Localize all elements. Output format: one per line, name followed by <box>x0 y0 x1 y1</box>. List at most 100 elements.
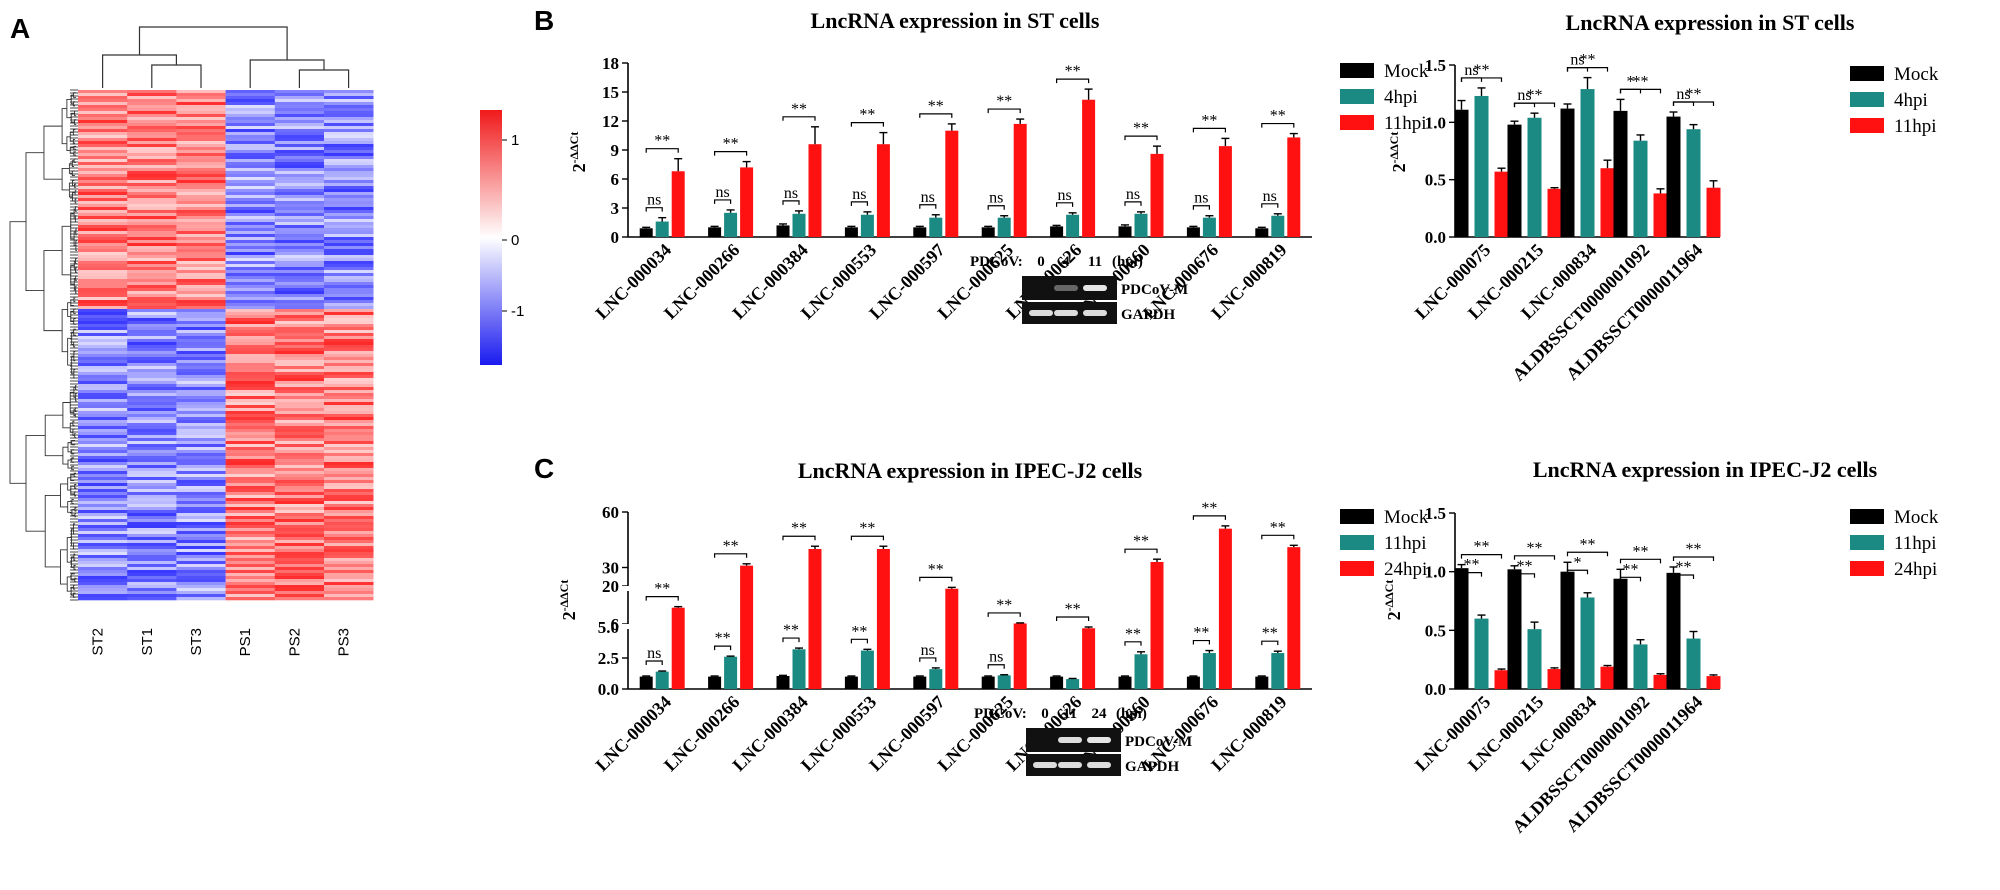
heatmap-cell <box>176 264 226 268</box>
gel-band-label: PDCoV-M <box>1121 282 1188 298</box>
heatmap-cell <box>176 465 226 469</box>
heatmap-cell <box>78 558 128 562</box>
significance-bracket <box>645 660 663 666</box>
heatmap-cell <box>274 360 325 364</box>
heatmap-cell <box>78 336 128 340</box>
heatmap-cell <box>78 594 128 598</box>
heatmap-cell <box>324 432 374 436</box>
heatmap-cell <box>324 561 374 565</box>
bar-mock <box>1186 676 1200 689</box>
heatmap-cell <box>274 564 325 568</box>
heatmap-cell <box>127 504 177 508</box>
bar-24hpi <box>1494 670 1509 689</box>
heatmap-cell <box>274 393 325 397</box>
heatmap-cell <box>78 267 128 271</box>
heatmap-cell <box>324 261 374 265</box>
significance-label: ns <box>852 186 866 203</box>
significance-bracket <box>1192 127 1226 133</box>
legend-label: 4hpi <box>1384 87 1418 108</box>
heatmap-cell <box>324 462 374 466</box>
heatmap-cell <box>274 579 325 583</box>
y-tick-label: 0.5 <box>1425 621 1446 640</box>
heatmap-cell <box>225 591 276 595</box>
heatmap-cell <box>78 123 128 127</box>
heatmap-cell <box>127 534 177 538</box>
heatmap-cell <box>274 96 325 100</box>
significance-bracket <box>919 204 937 209</box>
heatmap-cell <box>274 141 325 145</box>
heatmap-cell <box>78 297 128 301</box>
heatmap-cell <box>324 387 374 391</box>
y-tick-label: 12 <box>602 112 619 131</box>
heatmap-cell <box>274 117 325 121</box>
heatmap-cell <box>324 486 374 490</box>
heatmap-cell <box>274 315 325 319</box>
heatmap-cell <box>324 156 374 160</box>
heatmap-cell <box>225 531 276 535</box>
bar-24hpi <box>945 588 959 689</box>
heatmap-cell <box>274 132 325 136</box>
heatmap-cell <box>324 429 374 433</box>
heatmap-cell <box>176 144 226 148</box>
heatmap-cell <box>78 447 128 451</box>
heatmap-cell <box>176 318 226 322</box>
heatmap-cell <box>78 198 128 202</box>
bar-mock <box>708 227 722 237</box>
heatmap-cell <box>225 456 276 460</box>
heatmap-cell <box>225 522 276 526</box>
heatmap-cell <box>225 363 276 367</box>
heatmap-cell <box>176 300 226 304</box>
significance-label: ns <box>647 645 661 662</box>
heatmap-cell <box>225 156 276 160</box>
bar-11hpi <box>997 675 1011 689</box>
heatmap-cell <box>127 219 177 223</box>
heatmap-cell <box>225 234 276 238</box>
heatmap-cell <box>176 240 226 244</box>
dendrogram-branch <box>43 250 63 332</box>
heatmap-cell <box>78 165 128 169</box>
heatmap-cell <box>127 405 177 409</box>
heatmap-cell <box>176 288 226 292</box>
heatmap-cell <box>324 342 374 346</box>
heatmap-cell <box>324 171 374 175</box>
dendrogram-branch <box>73 328 76 336</box>
heatmap-cell <box>324 348 374 352</box>
heatmap-cell <box>127 567 177 571</box>
heatmap-cell <box>324 321 374 325</box>
bar-mock <box>1050 676 1064 689</box>
heatmap-cell <box>324 231 374 235</box>
heatmap-cell <box>274 297 325 301</box>
heatmap-cell <box>324 537 374 541</box>
heatmap-cell <box>78 105 128 109</box>
heatmap-cell <box>225 189 276 193</box>
heatmap-cell <box>274 330 325 334</box>
heatmap-cell <box>176 525 226 529</box>
heatmap-cell <box>225 291 276 295</box>
heatmap-cell <box>324 141 374 145</box>
heatmap-cell <box>176 213 226 217</box>
heatmap-cell <box>324 438 374 442</box>
heatmap-cell <box>225 414 276 418</box>
heatmap-cell <box>274 441 325 445</box>
heatmap-cell <box>176 507 226 511</box>
heatmap-cell <box>274 111 325 115</box>
heatmap-cell <box>324 213 374 217</box>
heatmap-cell <box>225 354 276 358</box>
heatmap-cell <box>78 537 128 541</box>
heatmap-cell <box>127 135 177 139</box>
gel-band <box>1054 310 1078 316</box>
heatmap-cell <box>176 576 226 580</box>
heatmap-cell <box>78 174 128 178</box>
heatmap-cell <box>225 438 276 442</box>
heatmap-cell <box>78 420 128 424</box>
heatmap-cell <box>324 504 374 508</box>
heatmap-cell <box>127 345 177 349</box>
significance-bracket <box>1619 576 1642 582</box>
bar-mock <box>776 225 790 237</box>
row-dendrogram <box>9 89 78 601</box>
heatmap-cell <box>78 564 128 568</box>
heatmap-cell <box>78 450 128 454</box>
heatmap-cell <box>78 243 128 247</box>
bar-mock <box>844 676 858 689</box>
significance-label: ** <box>928 561 944 578</box>
